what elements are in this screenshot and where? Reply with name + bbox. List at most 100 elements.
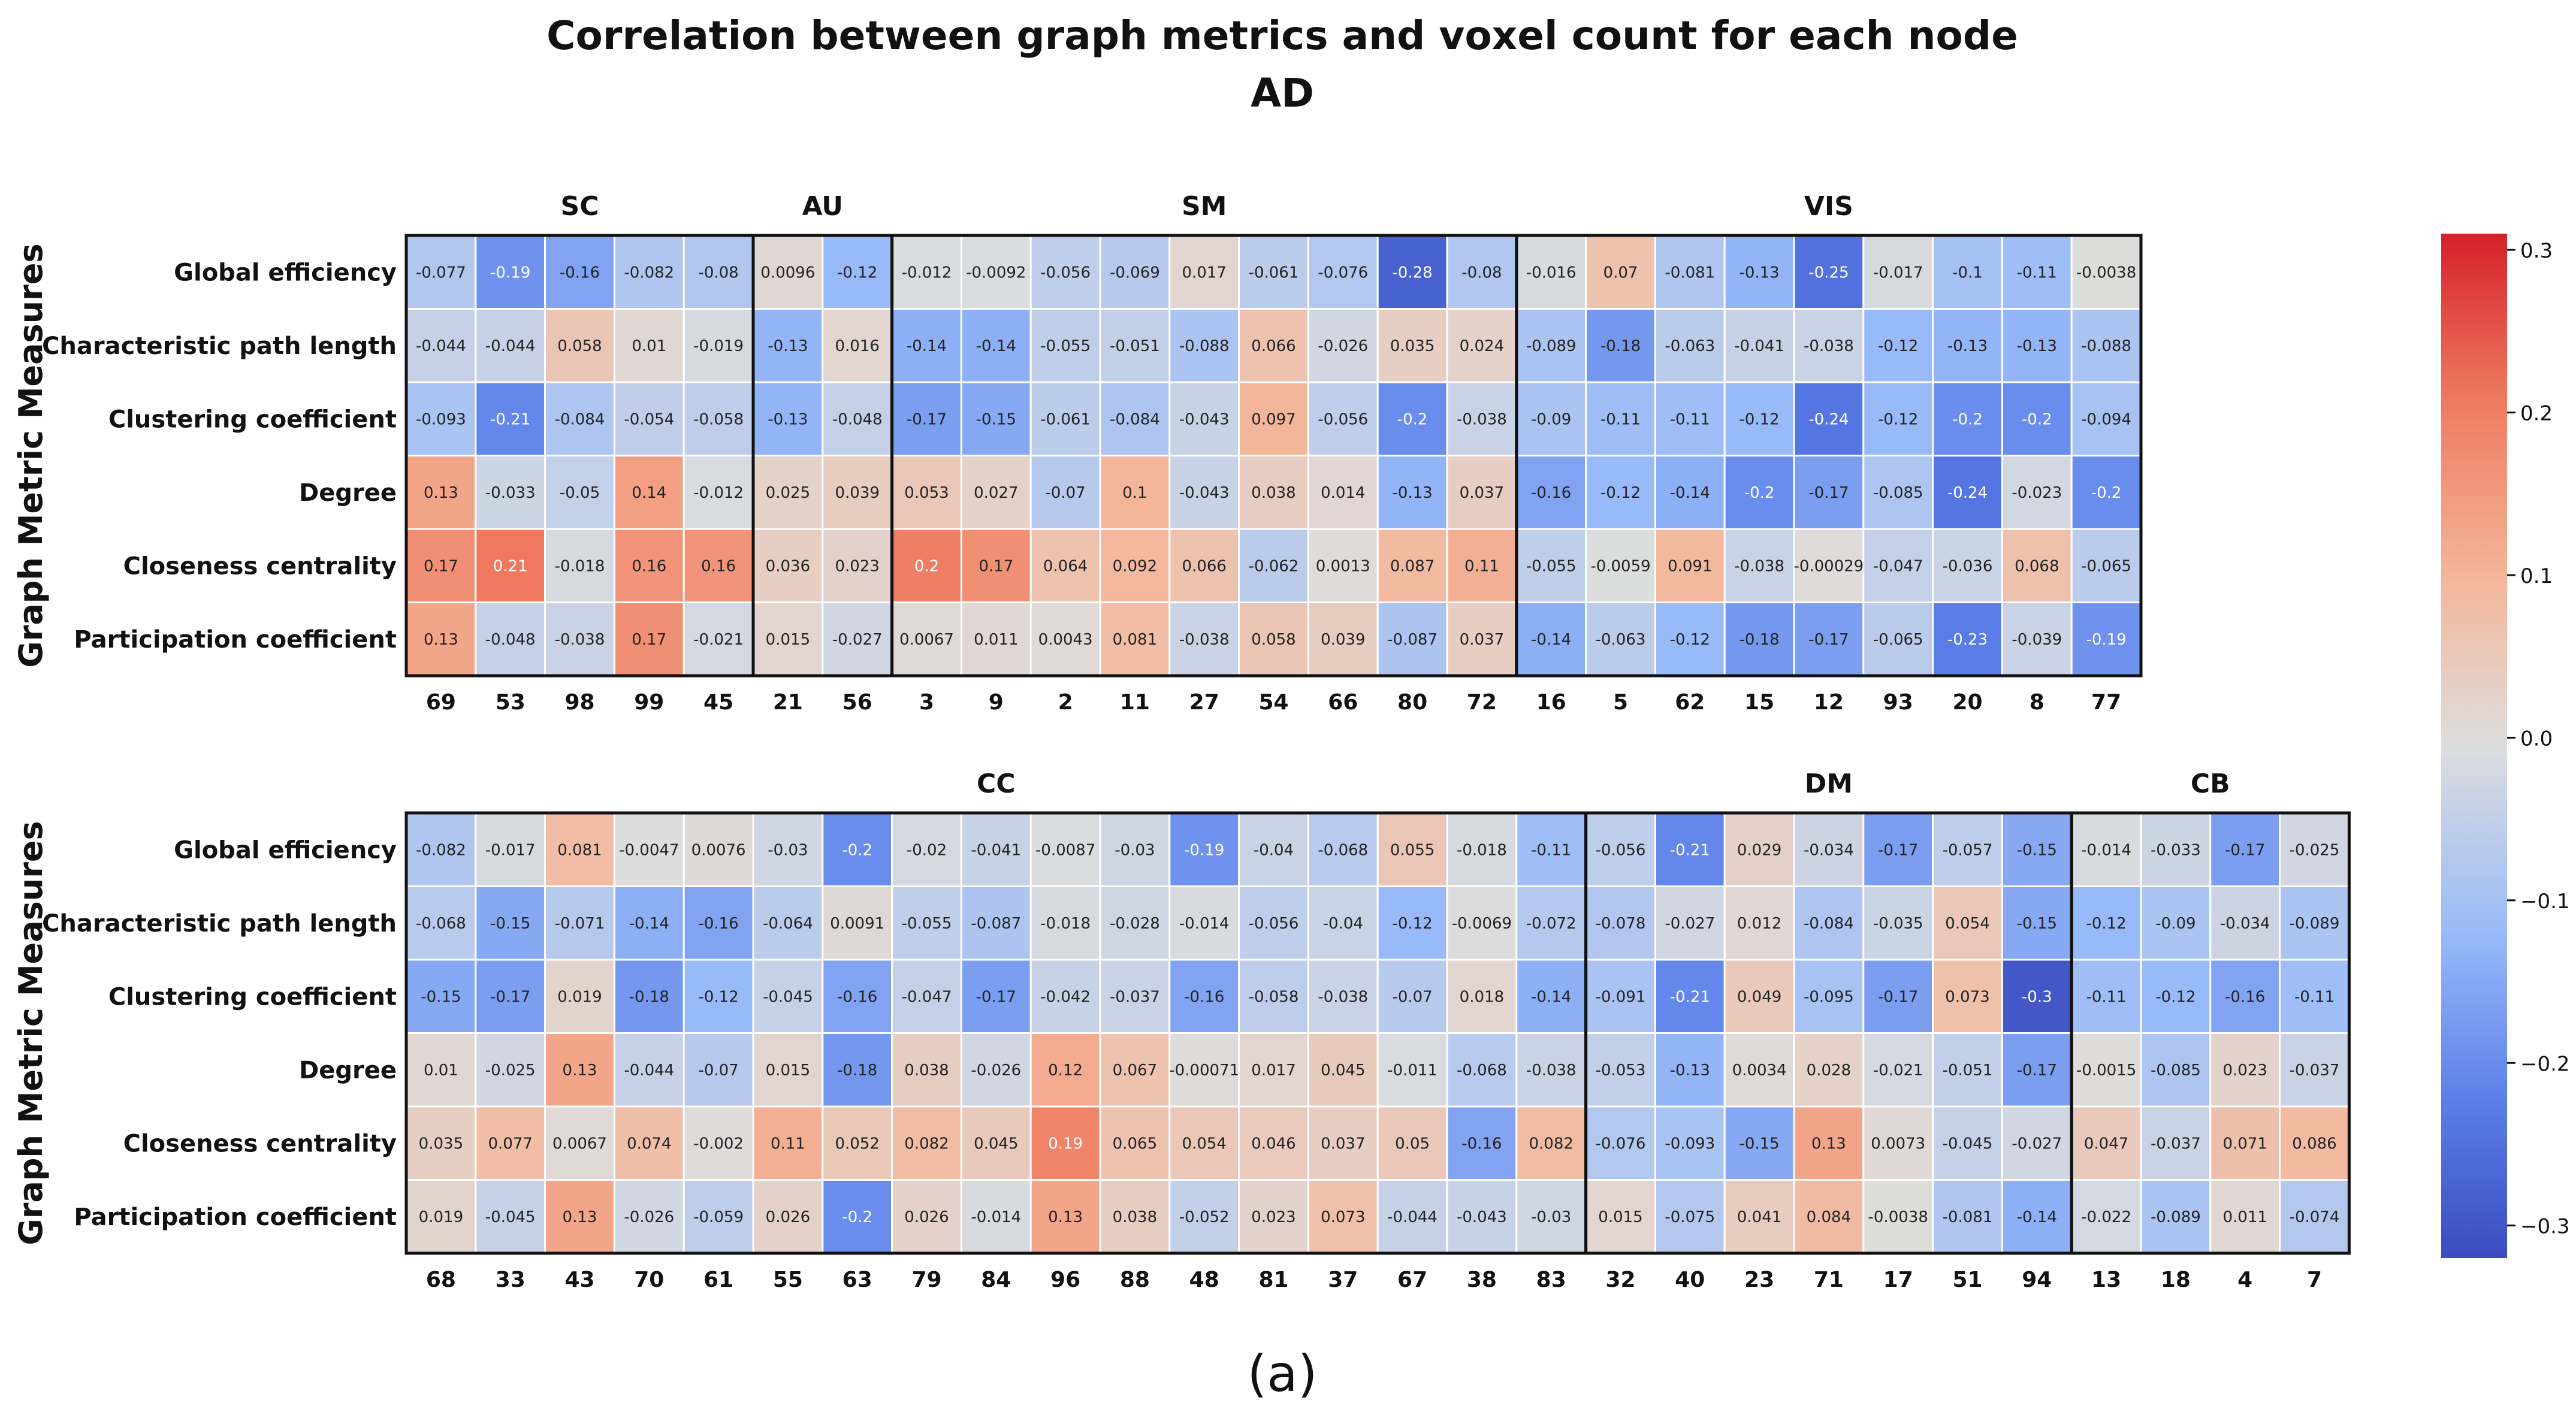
heatmap-cell (2209, 959, 2281, 1034)
cell-value-label: -0.028 (1110, 915, 1160, 933)
heatmap-cell (544, 308, 615, 383)
heatmap-cell (1862, 1105, 1934, 1181)
row-label: Participation coefficient (74, 626, 397, 654)
cell-value-label: -0.13 (768, 337, 808, 355)
cell-value-label: -0.04 (1323, 915, 1363, 933)
heatmap-cell (1654, 885, 1726, 961)
heatmap-cell (544, 812, 615, 887)
cell-value-label: 0.024 (1460, 337, 1504, 355)
cell-value-label: -0.038 (1318, 988, 1368, 1006)
group-box (1515, 234, 2143, 678)
row-label: Global efficiency (174, 259, 397, 286)
cell-value-label: 0.0034 (1732, 1062, 1787, 1080)
node-tick-label: 16 (1536, 690, 1566, 715)
cell-value-label: 0.055 (1390, 841, 1435, 859)
cell-value-label: -0.043 (1457, 1208, 1507, 1226)
heatmap-cell (1654, 381, 1726, 456)
cell-value-label: 0.01 (424, 1062, 458, 1080)
cell-value-label: -0.093 (416, 410, 466, 428)
heatmap-cell (1307, 455, 1379, 530)
cell-value-label: 0.018 (1460, 988, 1504, 1006)
cell-value-label: 0.038 (1251, 484, 1295, 502)
node-tick-label: 5 (1613, 690, 1628, 715)
cell-value-label: 0.0067 (899, 631, 954, 649)
heatmap-cell (1585, 528, 1656, 603)
cell-value-label: 0.025 (766, 484, 810, 502)
cell-value-label: -0.072 (1526, 915, 1577, 933)
heatmap-cell (544, 381, 615, 456)
cell-value-label: -0.12 (1739, 410, 1779, 428)
cell-value-label: -0.011 (1387, 1062, 1438, 1080)
node-tick-label: 17 (1883, 1268, 1913, 1292)
heatmap-cell (1029, 1105, 1101, 1181)
cell-value-label: -0.12 (2086, 915, 2126, 933)
cell-value-label: 0.071 (2222, 1135, 2267, 1153)
cell-value-label: -0.095 (1804, 988, 1854, 1006)
heatmap-panel-bottom: -0.082 -0.017 0.081 -0.0047 0.0076 -0.03 -0.2 -… (12, 769, 2351, 1292)
cell-value-label: -0.045 (763, 988, 813, 1006)
cell-value-label: -0.23 (1947, 631, 1988, 649)
cell-value-label: 0.082 (904, 1135, 949, 1153)
cell-value-label: -0.15 (421, 988, 461, 1006)
cell-value-label: -0.17 (907, 410, 947, 428)
node-tick-label: 55 (773, 1268, 803, 1292)
cell-value-label: -0.074 (2290, 1208, 2340, 1226)
heatmap-cell (960, 1032, 1032, 1108)
cell-value-label: -0.036 (1943, 557, 1993, 575)
heatmap-cell (1932, 234, 2003, 310)
heatmap-cell (1029, 234, 1101, 310)
heatmap-cell (822, 455, 893, 530)
heatmap-cell (1168, 234, 1240, 310)
heatmap-cell (822, 959, 893, 1034)
colorbar-tick-label: −0.2 (2520, 1052, 2570, 1076)
heatmap-cell (544, 1032, 615, 1108)
cell-value-label: 0.039 (1321, 631, 1365, 649)
cell-value-label: -0.17 (2017, 1062, 2057, 1080)
cell-value-label: 0.038 (1113, 1208, 1157, 1226)
cell-value-label: -0.17 (2225, 841, 2265, 859)
figure-caption: (a) (1247, 1344, 1317, 1403)
node-tick-label: 61 (703, 1268, 733, 1292)
cell-value-label: -0.24 (1808, 410, 1849, 428)
node-tick-label: 48 (1189, 1268, 1219, 1292)
cell-value-label: -0.11 (1531, 841, 1571, 859)
heatmap-cell (405, 1032, 477, 1108)
cell-value-label: -0.16 (560, 264, 600, 282)
node-tick-label: 27 (1189, 690, 1219, 715)
cell-value-label: 0.07 (1603, 264, 1638, 282)
heatmap-cell (1862, 528, 1934, 603)
heatmap-cell (475, 308, 546, 383)
cell-value-label: -0.14 (907, 337, 947, 355)
heatmap-cell (1307, 381, 1379, 456)
cell-value-label: 0.13 (424, 631, 458, 649)
cell-value-label: -0.061 (1249, 264, 1299, 282)
node-tick-label: 72 (1467, 690, 1497, 715)
cell-value-label: -0.17 (1878, 988, 1918, 1006)
cell-value-label: -0.017 (1873, 264, 1923, 282)
cell-value-label: -0.082 (624, 264, 674, 282)
node-tick-label: 80 (1397, 690, 1427, 715)
heatmap-cell (2140, 959, 2212, 1034)
heatmap-cell (1654, 1179, 1726, 1254)
heatmap-cell (1307, 601, 1379, 677)
cell-value-label: -0.07 (698, 1062, 738, 1080)
cell-value-label: 0.037 (1460, 484, 1504, 502)
cell-value-label: -0.051 (1943, 1062, 1993, 1080)
cell-value-label: -0.15 (2017, 841, 2057, 859)
cell-value-label: -0.18 (1739, 631, 1779, 649)
heatmap-cell (682, 381, 754, 456)
heatmap-cell (2279, 1179, 2350, 1254)
cell-value-label: -0.14 (2017, 1208, 2057, 1226)
heatmap-cell (2070, 1179, 2142, 1254)
heatmap-cell (1168, 885, 1240, 961)
node-tick-label: 32 (1605, 1268, 1635, 1292)
heatmap-cell (960, 455, 1032, 530)
cell-value-label: 0.13 (1811, 1135, 1846, 1153)
cell-value-label: 0.0073 (1871, 1135, 1925, 1153)
cell-value-label: -0.17 (1878, 841, 1918, 859)
cell-value-label: -0.044 (624, 1062, 674, 1080)
heatmap-cell (1376, 1032, 1448, 1108)
y-axis-label: Graph Metric Measures (12, 243, 50, 667)
cell-value-label: -0.041 (971, 841, 1021, 859)
heatmap-cell (2279, 885, 2350, 961)
